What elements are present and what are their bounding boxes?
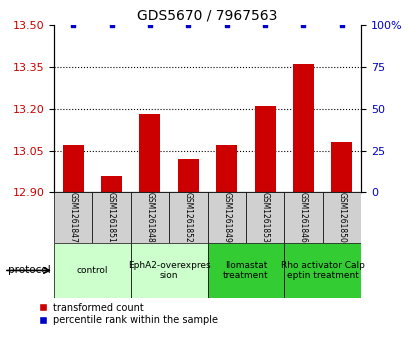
Text: control: control <box>77 266 108 275</box>
Bar <box>101 176 122 192</box>
Point <box>146 23 153 28</box>
Bar <box>54 192 92 243</box>
Bar <box>293 64 314 192</box>
Point <box>339 23 345 28</box>
Bar <box>54 243 131 298</box>
Bar <box>216 145 237 192</box>
Title: GDS5670 / 7967563: GDS5670 / 7967563 <box>137 9 278 23</box>
Text: GSM1261848: GSM1261848 <box>145 192 154 243</box>
Bar <box>208 192 246 243</box>
Point <box>300 23 307 28</box>
Bar <box>169 192 208 243</box>
Bar <box>208 243 284 298</box>
Point <box>185 23 192 28</box>
Text: GSM1261847: GSM1261847 <box>68 192 78 243</box>
Bar <box>131 192 169 243</box>
Bar <box>246 192 284 243</box>
Point <box>262 23 269 28</box>
Bar <box>284 192 323 243</box>
Point <box>223 23 230 28</box>
Text: protocol: protocol <box>8 265 51 276</box>
Point <box>70 23 76 28</box>
Bar <box>139 114 161 192</box>
Text: GSM1261849: GSM1261849 <box>222 192 231 243</box>
Bar <box>331 142 352 192</box>
Text: GSM1261846: GSM1261846 <box>299 192 308 243</box>
Text: EphA2-overexpres
sion: EphA2-overexpres sion <box>128 261 210 280</box>
Bar <box>178 159 199 192</box>
Text: GSM1261853: GSM1261853 <box>261 192 270 243</box>
Text: GSM1261852: GSM1261852 <box>184 192 193 243</box>
Bar <box>254 106 276 192</box>
Text: Ilomastat
treatment: Ilomastat treatment <box>223 261 269 280</box>
Legend: transformed count, percentile rank within the sample: transformed count, percentile rank withi… <box>38 302 217 326</box>
Text: GSM1261850: GSM1261850 <box>337 192 347 243</box>
Text: GSM1261851: GSM1261851 <box>107 192 116 243</box>
Bar <box>284 243 361 298</box>
Bar <box>63 145 84 192</box>
Point <box>108 23 115 28</box>
Bar <box>93 192 131 243</box>
Text: Rho activator Calp
eptin treatment: Rho activator Calp eptin treatment <box>281 261 365 280</box>
Bar <box>131 243 208 298</box>
Bar <box>323 192 361 243</box>
